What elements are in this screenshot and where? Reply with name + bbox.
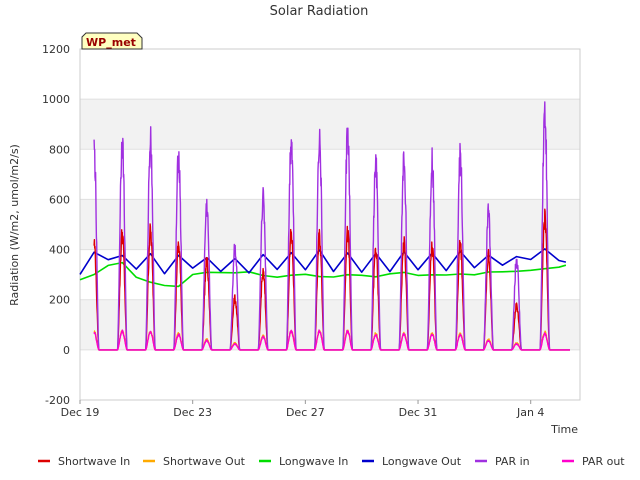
legend: Shortwave In Shortwave Out Longwave In Long… [38,455,625,468]
y-tick-label: 600 [49,193,70,206]
y-tick-label: 400 [49,244,70,257]
series-lines [79,101,571,351]
plot-band [80,299,580,350]
chart-title: Solar Radiation [270,4,369,19]
plot-area-frame [79,48,581,401]
y-axis-ticks: -200 0 200 400 600 800 1000 1200 [42,43,70,407]
y-tick-label: 0 [63,344,70,357]
plot-bands [80,99,580,350]
y-axis-label: Radiation (W/m2, umol/m2/s) [8,144,21,306]
station-badge: WP_met [81,32,143,50]
y-tick-label: 1000 [42,93,70,106]
station-badge-label: WP_met [86,36,136,49]
plot-band [80,99,580,150]
legend-label-shortwave-out: Shortwave Out [163,455,246,468]
plot-band [80,199,580,250]
x-tick-label: Jan 4 [516,406,544,419]
legend-label-par-out: PAR out [582,455,625,468]
y-tick-label: 1200 [42,43,70,56]
x-axis-label: Time [550,423,578,436]
x-tick-label: Dec 31 [399,406,438,419]
x-tick-label: Dec 23 [173,406,212,419]
y-tick-label: -200 [45,394,70,407]
x-axis-ticks: Dec 19 Dec 23 Dec 27 Dec 31 Jan 4 [61,400,544,419]
series-line-par-out [93,329,571,351]
y-tick-label: 200 [49,294,70,307]
y-tick-label: 800 [49,143,70,156]
legend-label-par-in: PAR in [495,455,530,468]
x-tick-label: Dec 19 [61,406,100,419]
station-badge-shape [81,32,143,50]
x-tick-label: Dec 27 [286,406,325,419]
legend-label-shortwave-in: Shortwave In [58,455,130,468]
legend-label-longwave-in: Longwave In [279,455,348,468]
legend-label-longwave-out: Longwave Out [382,455,462,468]
